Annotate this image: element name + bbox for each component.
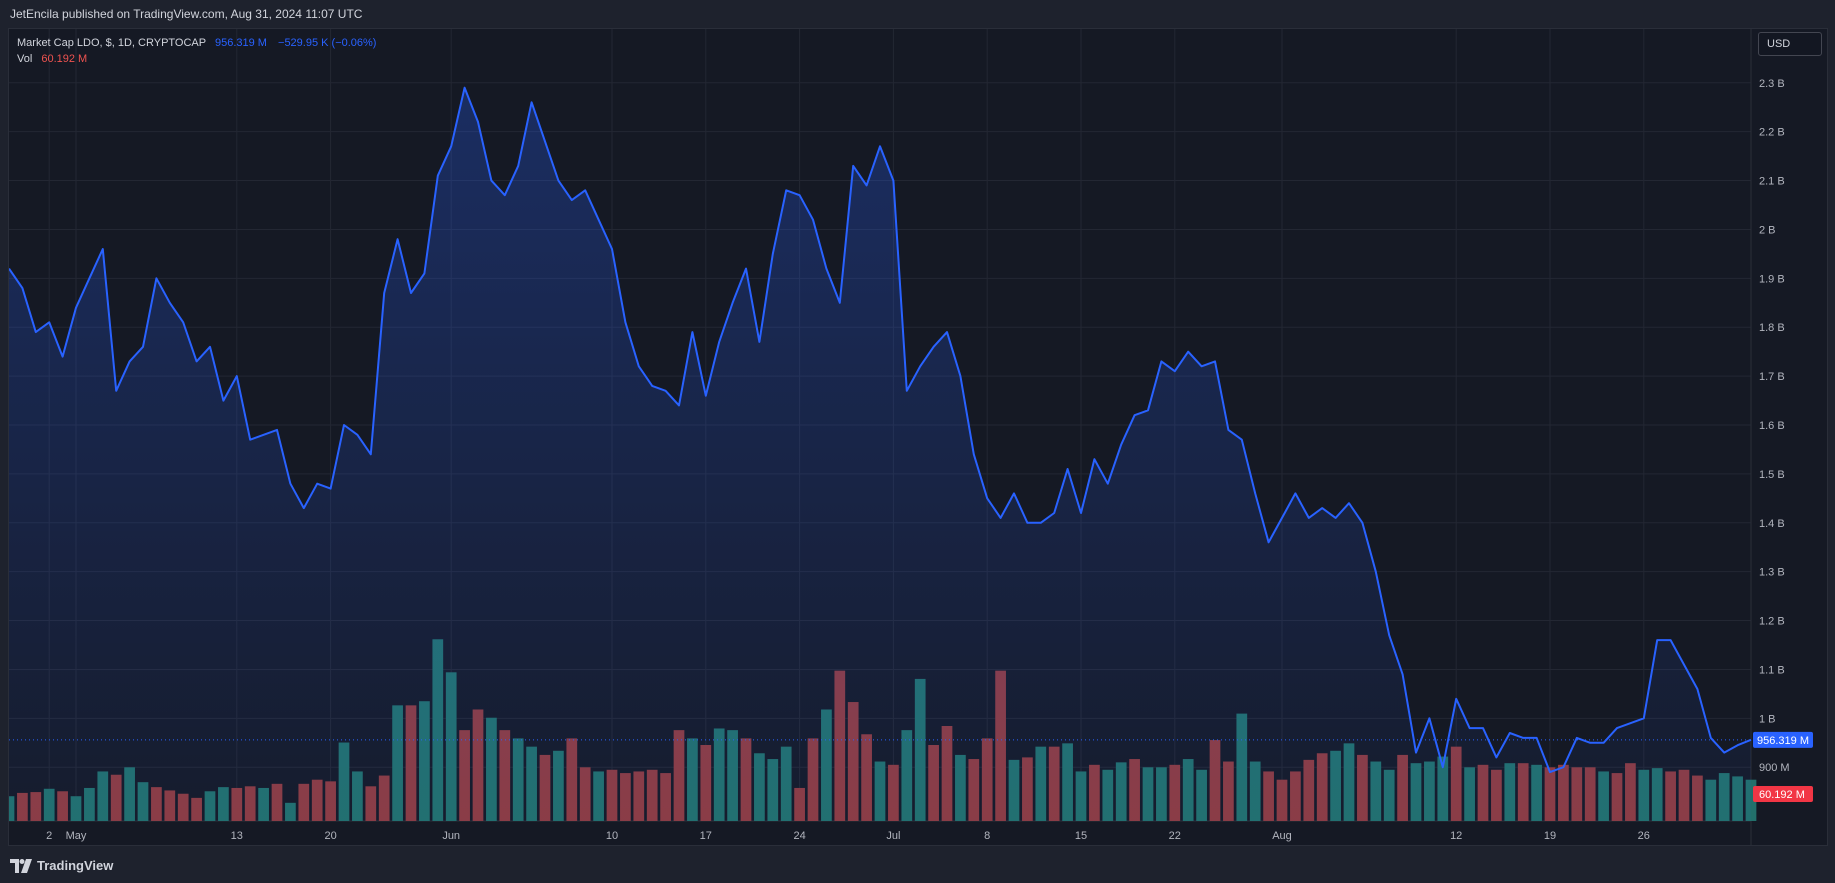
last-price-label: 956.319 M [1757,735,1809,747]
published-header: JetEncila published on TradingView.com, … [10,7,363,21]
last-volume-label: 60.192 M [1759,789,1805,801]
price-change: −529.95 K (−0.06%) [278,37,377,49]
x-tick-label: 22 [1169,830,1181,842]
x-tick-label: 10 [606,830,618,842]
currency-button[interactable]: USD [1758,32,1822,56]
chart-panel[interactable]: 900 M 1 B 1.1 B 1.2 B 1.3 B 1.4 B 1.5 B 1.6 B 1.… [8,28,1828,846]
y-tick-label: 1.8 B [1759,322,1785,334]
x-tick-label: 19 [1544,830,1556,842]
price-legend-row: Market Cap LDO, $, 1D, CRYPTOCAP 956.319… [17,35,376,51]
y-tick-label: 1.2 B [1759,616,1785,628]
volume-label: Vol [17,53,33,65]
y-tick-label: 1.7 B [1759,371,1785,383]
y-tick-label: 1.5 B [1759,469,1785,481]
footer: TradingView [0,848,1835,883]
symbol-label: Market Cap LDO, $, 1D, CRYPTOCAP [17,37,206,49]
x-tick-label: 20 [324,830,336,842]
last-price-tag [1753,731,1813,748]
y-tick-label: 1.6 B [1759,420,1785,432]
x-tick-label: May [66,830,87,842]
x-tick-label: 15 [1075,830,1087,842]
volume-legend-row: Vol 60.192 M [17,51,376,67]
tradingview-brand: TradingView [37,858,114,873]
y-tick-label: 1.4 B [1759,518,1785,530]
volume-value: 60.192 M [41,53,88,65]
x-tick-label: Jun [442,830,460,842]
last-volume-tag [1753,786,1813,802]
price-value: 956.319 M [214,37,267,49]
y-tick-label: 2 B [1759,224,1776,236]
y-tick-label: 1.9 B [1759,273,1785,285]
y-tick-label: 900 M [1759,762,1790,774]
price-area-fill [9,87,1751,821]
y-tick-label: 1.3 B [1759,567,1785,579]
tradingview-logo-icon [10,858,32,873]
y-tick-label: 1.1 B [1759,664,1785,676]
x-tick-label: Jul [886,830,900,842]
x-tick-label: 2 [46,830,52,842]
y-tick-label: 1 B [1759,713,1776,725]
y-tick-label: 2.1 B [1759,176,1785,188]
x-tick-label: Aug [1272,830,1292,842]
x-tick-label: 24 [793,830,805,842]
y-tick-label: 2.3 B [1759,78,1785,90]
x-tick-label: 8 [984,830,990,842]
x-tick-label: 13 [231,830,243,842]
price-line[interactable] [9,86,1752,774]
chart-legend: Market Cap LDO, $, 1D, CRYPTOCAP 956.319… [17,35,376,67]
x-tick-label: 17 [700,830,712,842]
y-tick-label: 2.2 B [1759,127,1785,139]
x-tick-label: 26 [1638,830,1650,842]
x-tick-label: 12 [1450,830,1462,842]
chart-canvas[interactable]: 900 M 1 B 1.1 B 1.2 B 1.3 B 1.4 B 1.5 B 1.6 B 1.… [9,29,1827,845]
